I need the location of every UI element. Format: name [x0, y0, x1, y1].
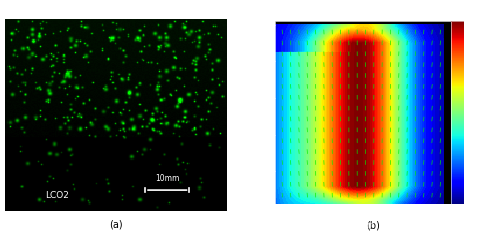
Text: (a): (a) [109, 219, 123, 229]
Text: Vel./Mag.: Vel./Mag. [451, 15, 470, 19]
X-axis label: X mm: X mm [352, 221, 374, 230]
Text: (b): (b) [366, 220, 380, 230]
Text: LCO2: LCO2 [46, 191, 70, 200]
Text: 10mm: 10mm [155, 174, 179, 183]
Y-axis label: Y mm: Y mm [242, 102, 251, 124]
